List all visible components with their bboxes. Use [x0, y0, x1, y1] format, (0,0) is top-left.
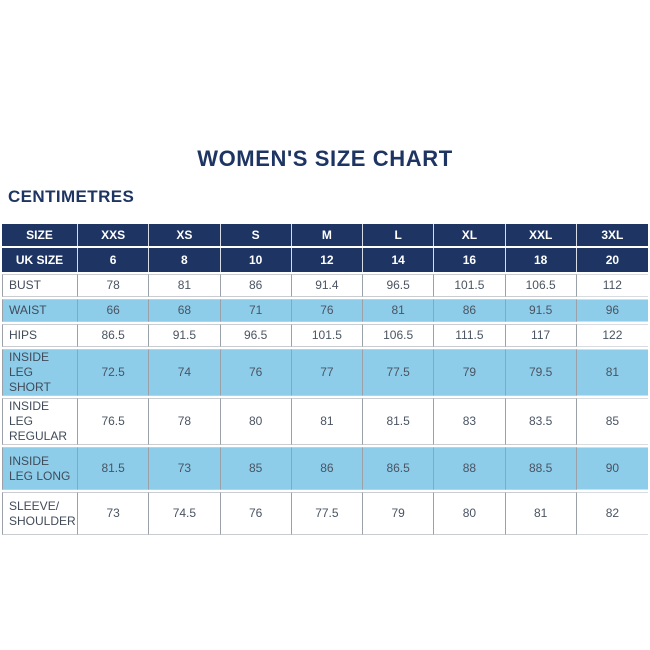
table-cell: 86 — [220, 274, 292, 297]
uk-size-value: 8 — [149, 248, 221, 272]
table-cell: 81 — [291, 398, 363, 445]
table-cell: 79 — [363, 492, 435, 535]
page-title: WOMEN'S SIZE CHART — [197, 146, 453, 171]
table-cell: 96 — [576, 299, 648, 322]
table-cell: 81 — [505, 492, 577, 535]
uk-size-value: 16 — [434, 248, 506, 272]
table-cell: 77.5 — [291, 492, 363, 535]
table-cell: 81 — [363, 299, 435, 322]
table-cell: 85 — [220, 447, 292, 490]
table-row: HIPS 86.5 91.5 96.5 101.5 106.5 111.5 117 122 — [2, 324, 648, 347]
table-cell: 88 — [434, 447, 506, 490]
table-row-sizes: SIZE XXS XS S M L XL XXL 3XL — [2, 224, 648, 246]
table-cell: 117 — [505, 324, 577, 347]
table-cell: 71 — [220, 299, 292, 322]
table-cell: 73 — [78, 492, 150, 535]
uk-size-value: 20 — [576, 248, 648, 272]
table-cell: 73 — [149, 447, 221, 490]
column-header: L — [363, 224, 435, 246]
table-cell: 106.5 — [505, 274, 577, 297]
column-header: S — [220, 224, 292, 246]
uk-size-value: 12 — [291, 248, 363, 272]
table-cell: 76 — [291, 299, 363, 322]
uk-size-value: 14 — [363, 248, 435, 272]
table-cell: 72.5 — [78, 349, 150, 396]
table-header: SIZE XXS XS S M L XL XXL 3XL UK SIZE 6 8 10 12 14 16 18 2… — [2, 224, 648, 272]
table-cell: 85 — [576, 398, 648, 445]
table-cell: 77.5 — [363, 349, 435, 396]
table-cell: 83 — [434, 398, 506, 445]
table-cell: 79 — [434, 349, 506, 396]
measurement-label: BUST — [2, 274, 78, 297]
table-cell: 101.5 — [434, 274, 506, 297]
table-cell: 91.4 — [291, 274, 363, 297]
table-cell: 74 — [149, 349, 221, 396]
column-header: 3XL — [576, 224, 648, 246]
table-cell: 80 — [220, 398, 292, 445]
measurement-label: INSIDE LEG REGULAR — [2, 398, 78, 445]
table-row: BUST 78 81 86 91.4 96.5 101.5 106.5 112 — [2, 274, 648, 297]
table-cell: 66 — [78, 299, 150, 322]
table-cell: 101.5 — [291, 324, 363, 347]
column-header: SIZE — [2, 224, 78, 246]
column-header: XXL — [505, 224, 577, 246]
table-cell: 77 — [291, 349, 363, 396]
table-cell: 81.5 — [78, 447, 150, 490]
table-cell: 106.5 — [363, 324, 435, 347]
table-cell: 91.5 — [505, 299, 577, 322]
table-cell: 76 — [220, 349, 292, 396]
table-cell: 80 — [434, 492, 506, 535]
table-cell: 78 — [149, 398, 221, 445]
table-cell: 81.5 — [363, 398, 435, 445]
table-cell: 76.5 — [78, 398, 150, 445]
table-row: INSIDE LEG REGULAR 76.5 78 80 81 81.5 83 83.5 85 — [2, 398, 648, 445]
table-row-uk-size: UK SIZE 6 8 10 12 14 16 18 20 — [2, 248, 648, 272]
column-header: XXS — [78, 224, 150, 246]
table-cell: 91.5 — [149, 324, 221, 347]
table-cell: 86 — [291, 447, 363, 490]
column-header: XL — [434, 224, 506, 246]
measurement-label: WAIST — [2, 299, 78, 322]
column-header: M — [291, 224, 363, 246]
table-cell: 88.5 — [505, 447, 577, 490]
size-chart-table: SIZE XXS XS S M L XL XXL 3XL UK SIZE 6 8 10 12 14 16 18 2… — [2, 222, 648, 537]
uk-size-value: 10 — [220, 248, 292, 272]
measurement-label: HIPS — [2, 324, 78, 347]
table-cell: 86.5 — [78, 324, 150, 347]
uk-size-value: 18 — [505, 248, 577, 272]
table-cell: 90 — [576, 447, 648, 490]
table-row: INSIDE LEG LONG 81.5 73 85 86 86.5 88 88.5 90 — [2, 447, 648, 490]
table-cell: 82 — [576, 492, 648, 535]
table-cell: 122 — [576, 324, 648, 347]
measurement-label: SLEEVE/​SHOULDER — [2, 492, 78, 535]
table-cell: 86 — [434, 299, 506, 322]
measurement-label: INSIDE LEG SHORT — [2, 349, 78, 396]
table-cell: 78 — [78, 274, 150, 297]
table-cell: 81 — [149, 274, 221, 297]
uk-size-label: UK SIZE — [2, 248, 78, 272]
table-cell: 68 — [149, 299, 221, 322]
table-cell: 96.5 — [363, 274, 435, 297]
table-cell: 81 — [576, 349, 648, 396]
table-row: SLEEVE/​SHOULDER 73 74.5 76 77.5 79 80 81 82 — [2, 492, 648, 535]
table-cell: 83.5 — [505, 398, 577, 445]
table-cell: 111.5 — [434, 324, 506, 347]
table-cell: 76 — [220, 492, 292, 535]
table-cell: 74.5 — [149, 492, 221, 535]
table-body: BUST 78 81 86 91.4 96.5 101.5 106.5 112 WAIST 66 68… — [2, 274, 648, 535]
measurement-label: INSIDE LEG LONG — [2, 447, 78, 490]
table-cell: 96.5 — [220, 324, 292, 347]
table-row: WAIST 66 68 71 76 81 86 91.5 96 — [2, 299, 648, 322]
column-header: XS — [149, 224, 221, 246]
table-row: INSIDE LEG SHORT 72.5 74 76 77 77.5 79 79.5 81 — [2, 349, 648, 396]
uk-size-value: 6 — [78, 248, 150, 272]
units-label: CENTIMETRES — [8, 187, 135, 206]
table-cell: 112 — [576, 274, 648, 297]
table-cell: 79.5 — [505, 349, 577, 396]
table-cell: 86.5 — [363, 447, 435, 490]
